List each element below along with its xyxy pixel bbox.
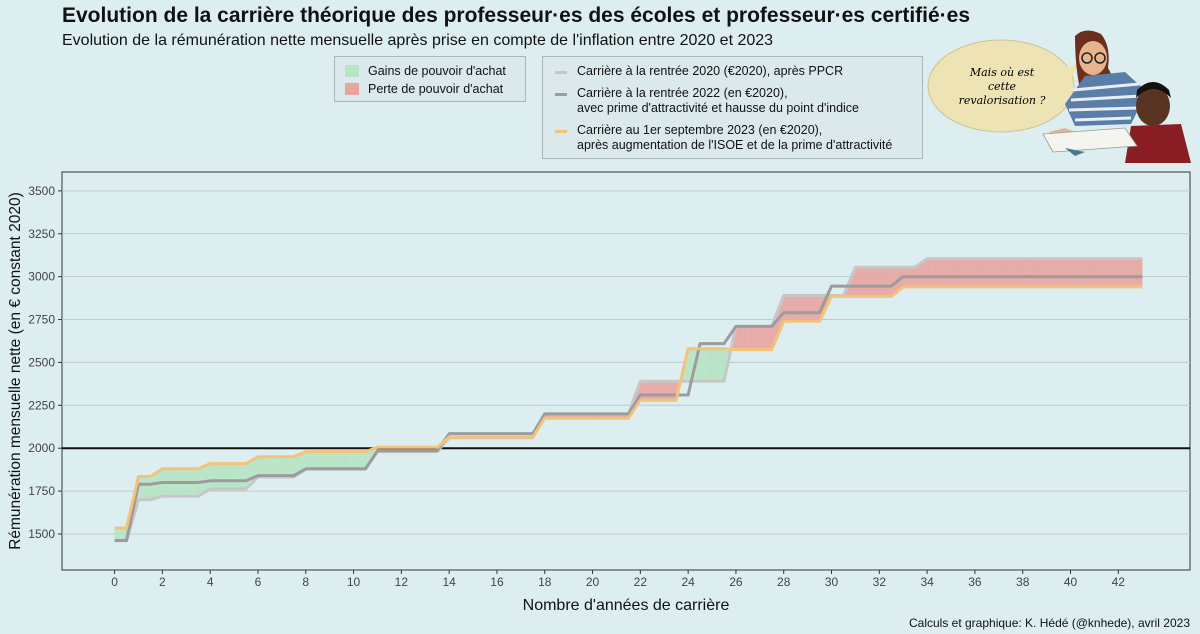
x-tick-label: 8 xyxy=(302,575,309,589)
legend-fill: Gains de pouvoir d'achat Perte de pouvoi… xyxy=(334,56,526,102)
x-tick-label: 10 xyxy=(347,575,361,589)
x-tick-label: 0 xyxy=(111,575,118,589)
legend-label-2020: Carrière à la rentrée 2020 (€2020), aprè… xyxy=(577,64,844,78)
x-tick-label: 14 xyxy=(442,575,456,589)
x-tick-label: 4 xyxy=(207,575,214,589)
legend-label-2022-b: avec prime d'attractivité et hausse du p… xyxy=(577,101,860,115)
x-tick-label: 16 xyxy=(490,575,504,589)
x-tick-label: 40 xyxy=(1064,575,1078,589)
legend-lines: Carrière à la rentrée 2020 (€2020), aprè… xyxy=(542,56,923,159)
legend-item-2023: Carrière au 1er septembre 2023 (en €2020… xyxy=(553,123,912,153)
chart-title: Evolution de la carrière théorique des p… xyxy=(62,4,971,27)
y-tick-label: 2500 xyxy=(28,355,55,369)
legend-line-2020 xyxy=(555,71,567,74)
y-tick-label: 2000 xyxy=(28,441,55,455)
legend-item-gain: Gains de pouvoir d'achat xyxy=(345,64,515,79)
x-tick-label: 34 xyxy=(920,575,934,589)
chart-subtitle: Evolution de la rémunération nette mensu… xyxy=(62,32,774,49)
x-tick-label: 20 xyxy=(586,575,600,589)
speech-line-1: Mais où est xyxy=(969,66,1035,79)
x-tick-label: 38 xyxy=(1016,575,1030,589)
caption: Calculs et graphique: K. Hédé (@knhede),… xyxy=(908,616,1190,630)
x-tick-label: 22 xyxy=(634,575,648,589)
legend-swatch-gain xyxy=(345,65,359,77)
x-tick-label: 24 xyxy=(681,575,695,589)
x-tick-label: 18 xyxy=(538,575,552,589)
legend-item-2022: Carrière à la rentrée 2022 (en €2020), a… xyxy=(553,86,912,116)
x-tick-label: 30 xyxy=(825,575,839,589)
series-line-2023 xyxy=(114,285,1143,530)
teacher-figure xyxy=(1049,30,1147,138)
x-tick-label: 12 xyxy=(395,575,409,589)
legend-label-2023-b: après augmentation de l'ISOE et de la pr… xyxy=(577,138,893,152)
y-tick-label: 1750 xyxy=(28,484,55,498)
teacher-illustration: Mais où est cette revalorisation ? xyxy=(927,30,1191,163)
y-tick-label: 2750 xyxy=(28,313,55,327)
legend-label-2022-a: Carrière à la rentrée 2022 (en €2020), xyxy=(577,86,788,100)
legend-label-gain: Gains de pouvoir d'achat xyxy=(368,64,506,78)
y-axis-label: Rémunération mensuelle nette (en € const… xyxy=(7,192,24,550)
y-tick-label: 3500 xyxy=(28,184,55,198)
y-tick-label: 3250 xyxy=(28,227,55,241)
y-tick-label: 3000 xyxy=(28,270,55,284)
x-tick-label: 6 xyxy=(255,575,262,589)
x-tick-label: 32 xyxy=(873,575,887,589)
x-tick-label: 26 xyxy=(729,575,743,589)
student-figure xyxy=(1125,82,1191,163)
y-tick-label: 1500 xyxy=(28,527,55,541)
plot-area xyxy=(61,171,1191,571)
y-tick-label: 2250 xyxy=(28,398,55,412)
legend-item-2020: Carrière à la rentrée 2020 (€2020), aprè… xyxy=(553,64,912,79)
x-tick-label: 42 xyxy=(1112,575,1126,589)
x-axis-label: Nombre d'années de carrière xyxy=(523,597,730,614)
speech-line-2: cette xyxy=(988,80,1017,93)
legend-label-2023-a: Carrière au 1er septembre 2023 (en €2020… xyxy=(577,123,823,137)
legend-line-2023 xyxy=(555,130,567,133)
legend-line-2022 xyxy=(555,93,567,96)
speech-bubble xyxy=(927,39,1075,133)
x-tick-label: 28 xyxy=(777,575,791,589)
series-line-2022 xyxy=(114,275,1143,542)
x-tick-label: 2 xyxy=(159,575,166,589)
desk-papers xyxy=(1042,127,1138,156)
legend-swatch-loss xyxy=(345,83,359,95)
legend-item-loss: Perte de pouvoir d'achat xyxy=(345,82,515,97)
legend-label-loss: Perte de pouvoir d'achat xyxy=(368,82,504,96)
x-tick-label: 36 xyxy=(968,575,982,589)
speech-line-3: revalorisation ? xyxy=(959,94,1046,107)
